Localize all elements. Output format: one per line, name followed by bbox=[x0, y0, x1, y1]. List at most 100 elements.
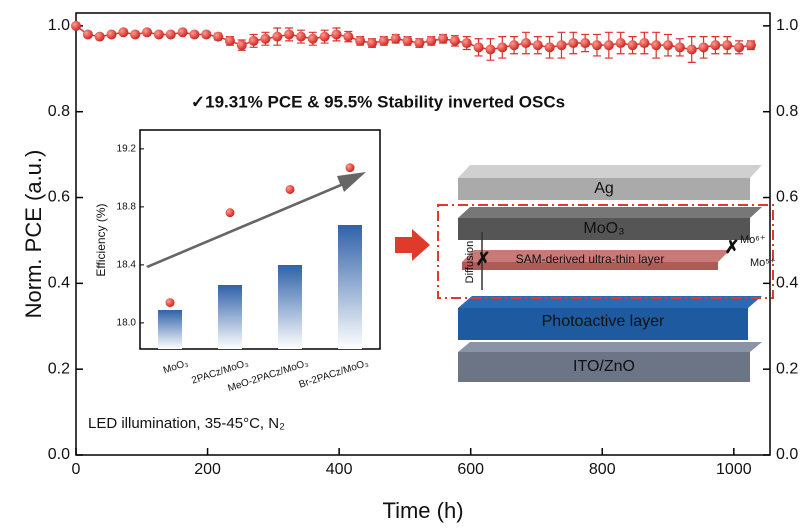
point bbox=[225, 208, 235, 218]
y-tick-label: 0.8 bbox=[48, 103, 70, 120]
x-tick-label: 600 bbox=[457, 461, 484, 478]
point bbox=[295, 31, 306, 42]
point bbox=[284, 29, 295, 40]
layer bbox=[458, 218, 750, 240]
inset-frame bbox=[139, 129, 381, 350]
point bbox=[532, 40, 543, 51]
layer-label: SAM-derived ultra-thin layer bbox=[516, 252, 665, 266]
layer-label: ITO/ZnO bbox=[573, 358, 635, 375]
y-tick-label: 18.4 bbox=[117, 260, 137, 271]
inset-y-label: Efficiency (%) bbox=[94, 203, 108, 276]
point bbox=[307, 33, 318, 44]
point bbox=[106, 29, 117, 40]
point bbox=[520, 38, 531, 49]
annotation: ✓19.31% PCE & 95.5% Stability inverted O… bbox=[191, 92, 565, 111]
y2-tick-label: 0.2 bbox=[776, 360, 798, 377]
decor-bar bbox=[158, 310, 182, 349]
point bbox=[285, 184, 295, 194]
diagram-label: Mo⁵⁺ bbox=[750, 257, 776, 269]
point bbox=[734, 42, 745, 53]
decor-bar bbox=[278, 265, 302, 349]
x-axis-label: Time (h) bbox=[382, 498, 463, 523]
diagram-label: Mo⁶⁺ bbox=[740, 234, 766, 246]
point bbox=[663, 40, 674, 51]
point bbox=[698, 42, 709, 53]
point bbox=[745, 40, 756, 51]
layer bbox=[458, 178, 750, 200]
point bbox=[627, 40, 638, 51]
trend-arrow bbox=[146, 172, 366, 268]
point bbox=[367, 38, 378, 49]
point bbox=[165, 298, 175, 308]
point bbox=[82, 29, 93, 40]
y2-tick-label: 1.0 bbox=[776, 17, 798, 34]
x-tick-label: 400 bbox=[326, 461, 353, 478]
point bbox=[615, 38, 626, 49]
y-tick-label: 0.0 bbox=[48, 446, 70, 463]
point bbox=[355, 35, 366, 46]
annotation: LED illumination, 35-45°C, N₂ bbox=[88, 415, 285, 432]
point bbox=[674, 42, 685, 53]
point bbox=[591, 40, 602, 51]
point bbox=[473, 42, 484, 53]
y-tick-label: 1.0 bbox=[48, 17, 70, 34]
point bbox=[272, 31, 283, 42]
point bbox=[426, 35, 437, 46]
point bbox=[438, 33, 449, 44]
decor-bar bbox=[338, 225, 362, 349]
point bbox=[485, 44, 496, 55]
layer bbox=[458, 165, 762, 178]
point bbox=[390, 33, 401, 44]
point bbox=[71, 20, 81, 31]
layer bbox=[458, 352, 750, 382]
x-tick-label: 800 bbox=[589, 461, 616, 478]
layer-label: Ag bbox=[594, 180, 614, 197]
point bbox=[449, 35, 460, 46]
point bbox=[153, 29, 164, 40]
x-tick-label: 1000 bbox=[716, 461, 752, 478]
point bbox=[414, 38, 425, 49]
highlight-box bbox=[437, 204, 774, 299]
y-tick-label: 19.2 bbox=[117, 143, 137, 154]
layer bbox=[462, 250, 730, 262]
point bbox=[639, 38, 650, 49]
y-tick-label: 0.4 bbox=[48, 275, 70, 292]
point bbox=[345, 163, 355, 173]
point bbox=[722, 40, 733, 51]
y-tick-label: 18.0 bbox=[117, 318, 137, 329]
y2-tick-label: 0.0 bbox=[776, 446, 798, 463]
y2-tick-label: 0.6 bbox=[776, 189, 798, 206]
y2-tick-label: 0.4 bbox=[776, 275, 798, 292]
point bbox=[94, 31, 105, 42]
point bbox=[509, 40, 520, 51]
point bbox=[544, 42, 555, 53]
point bbox=[556, 40, 567, 51]
point bbox=[710, 40, 721, 51]
point bbox=[402, 35, 413, 46]
layer-label: Photoactive layer bbox=[542, 313, 665, 330]
point bbox=[686, 44, 697, 55]
point bbox=[165, 29, 176, 40]
point bbox=[461, 38, 472, 49]
decor-bar bbox=[218, 285, 242, 349]
point bbox=[497, 42, 508, 53]
layer-label: MoO₃ bbox=[583, 220, 624, 237]
main-plot: 0.0 0.0 0.2 0.2 0.4 0.4 0.6 0.6 0.8 0.8 1.0 1.0 0 200… bbox=[48, 17, 799, 478]
layer bbox=[462, 262, 718, 270]
point bbox=[213, 31, 224, 42]
y-tick-label: 0.6 bbox=[48, 189, 70, 206]
point bbox=[177, 27, 188, 38]
point bbox=[331, 29, 342, 40]
y-axis-label: Norm. PCE (a.u.) bbox=[21, 150, 46, 319]
point bbox=[343, 31, 354, 42]
point bbox=[603, 40, 614, 51]
point bbox=[319, 31, 330, 42]
point bbox=[189, 29, 200, 40]
x-tick-label: 0 bbox=[72, 461, 81, 478]
layer bbox=[458, 308, 748, 340]
point bbox=[568, 38, 579, 49]
plot-frame bbox=[75, 12, 771, 456]
point bbox=[224, 35, 235, 46]
point bbox=[378, 35, 389, 46]
